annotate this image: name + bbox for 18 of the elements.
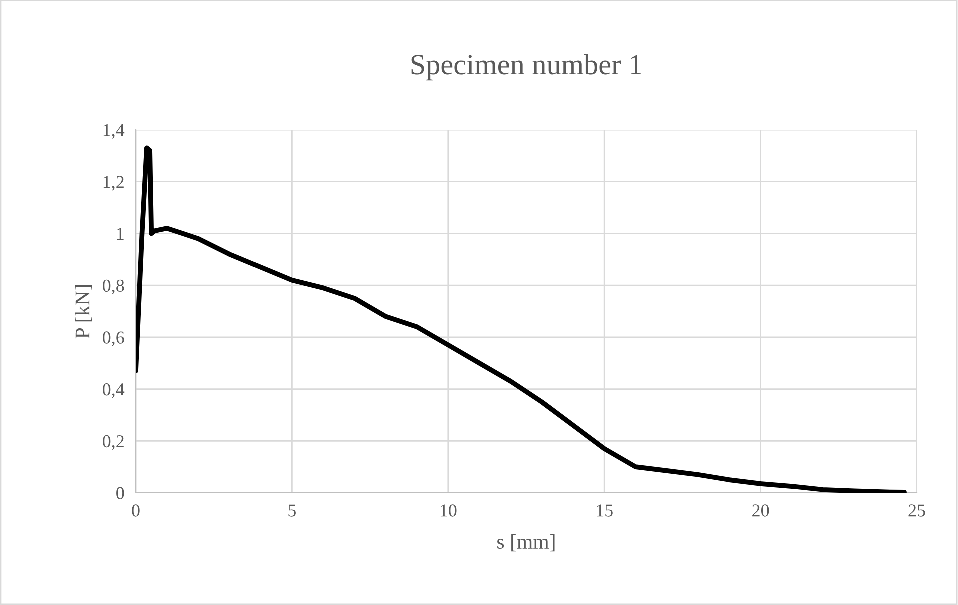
- x-tick-label: 15: [597, 504, 613, 517]
- line-series: [136, 146, 907, 493]
- x-tick-label: 20: [752, 504, 770, 517]
- x-tick-label: 25: [908, 504, 926, 517]
- x-tick-label: 5: [288, 504, 296, 517]
- y-tick-label: 0,8: [103, 280, 124, 295]
- y-tick-label: 1,2: [104, 176, 124, 191]
- y-axis-title: P [kN]: [75, 285, 92, 339]
- y-tick-label: 0,2: [103, 435, 124, 450]
- y-tick-label: 0: [116, 487, 124, 500]
- x-tick-label: 0: [132, 504, 140, 517]
- y-tick-label: 1: [117, 228, 124, 240]
- x-tick-label: 10: [440, 504, 457, 517]
- y-tick-label: 1,4: [104, 124, 125, 140]
- x-axis-title: s [mm]: [498, 534, 555, 552]
- y-tick-label: 0,4: [103, 384, 125, 398]
- y-tick-label: 0,6: [103, 332, 124, 346]
- chart-title: Specimen number 1: [412, 54, 642, 81]
